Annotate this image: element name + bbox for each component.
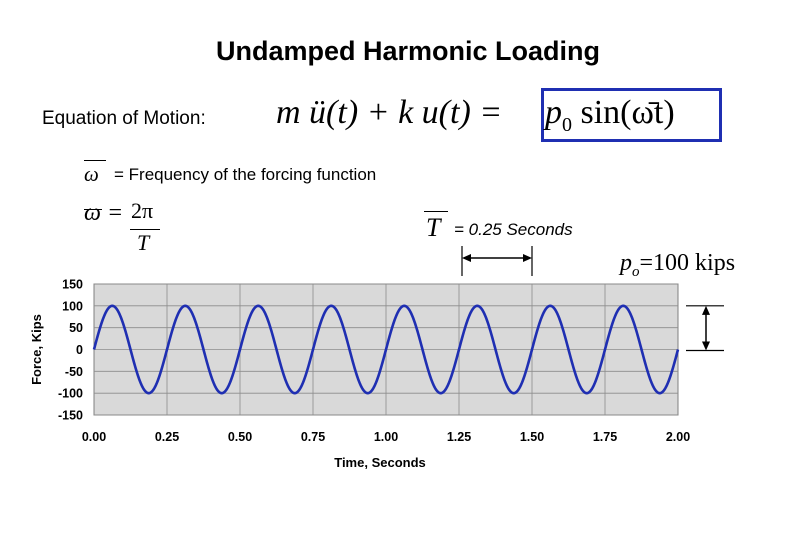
y-tick-label: 0 [76, 343, 83, 357]
amplitude-value: =100 kips [639, 250, 736, 276]
forcing-term-highlight-box [541, 88, 722, 142]
equation-of-motion-label: Equation of Motion: [42, 108, 206, 129]
y-axis-title: Force, Kips [29, 314, 44, 385]
x-tick-label: 0.00 [82, 430, 106, 444]
omega-symbol: ω [84, 162, 99, 186]
x-tick-label: 1.00 [374, 430, 398, 444]
y-tick-label: 150 [62, 278, 83, 292]
x-tick-label: 1.75 [593, 430, 617, 444]
forcing-term: p0 sin(ω̄t) [545, 94, 675, 137]
y-tick-label: 100 [62, 299, 83, 313]
forcing-sin: sin(ω̄t) [572, 94, 675, 131]
amplitude-arrow-bottom-head [702, 341, 710, 351]
slide-title: Undamped Harmonic Loading [215, 36, 601, 66]
omega-definition: = Frequency of the forcing function [114, 165, 377, 184]
forcing-p: p [545, 94, 562, 131]
fraction-line [130, 229, 160, 230]
fraction-numerator: 2π [131, 198, 154, 223]
x-tick-label: 0.75 [301, 430, 325, 444]
period-arrow-left-head [462, 254, 471, 262]
period-arrow-right-head [523, 254, 532, 262]
period-overbar [424, 211, 448, 212]
x-tick-label: 1.50 [520, 430, 544, 444]
amplitude-subscript: o [632, 263, 640, 280]
y-tick-label: -100 [58, 387, 83, 401]
x-tick-label: 0.50 [228, 430, 252, 444]
omega-equation-lhs: ω = [84, 200, 124, 226]
period-value: = 0.25 Seconds [454, 220, 573, 239]
amplitude-arrow-top-head [702, 305, 710, 315]
y-tick-label: 50 [69, 321, 83, 335]
y-tick-label: -150 [58, 409, 83, 423]
amplitude-p: p [620, 250, 632, 276]
y-tick-label: -50 [65, 365, 83, 379]
force-series-line [92, 304, 680, 395]
x-tick-label: 2.00 [666, 430, 690, 444]
amplitude-label: po=100 kips [620, 250, 735, 281]
omega-overbar [84, 160, 106, 161]
fraction-denominator: T [137, 230, 150, 255]
x-axis-title: Time, Seconds [334, 455, 426, 470]
omega-eq-overbar [84, 209, 102, 210]
forcing-p-subscript: 0 [562, 114, 572, 136]
equation-lhs: m ü(t) + k u(t) = [276, 94, 503, 131]
x-tick-label: 0.25 [155, 430, 179, 444]
x-tick-label: 1.25 [447, 430, 471, 444]
period-symbol: T [426, 213, 441, 242]
